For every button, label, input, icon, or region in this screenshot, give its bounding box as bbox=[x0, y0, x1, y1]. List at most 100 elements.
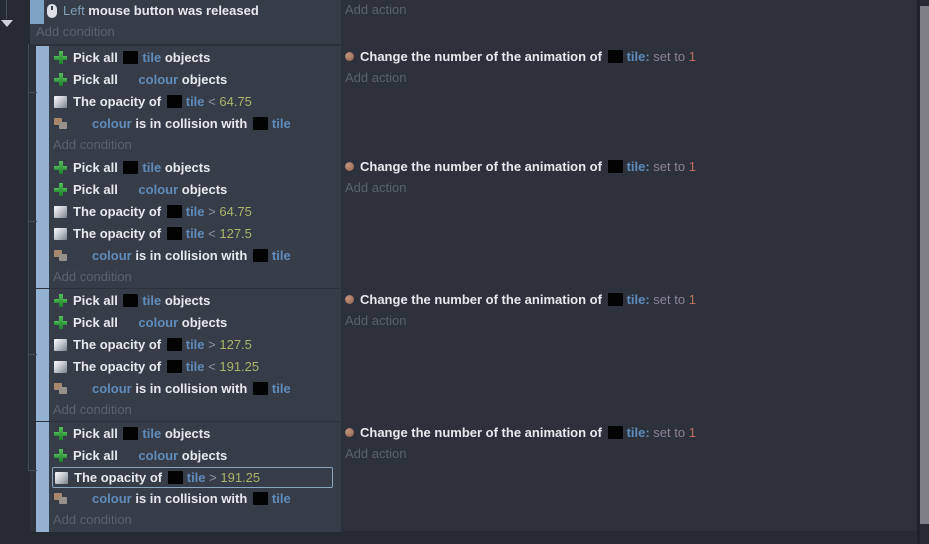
action-row[interactable]: Change the number of the animation of ti… bbox=[345, 422, 696, 444]
pick-objects-icon bbox=[54, 183, 67, 197]
object-name: tile bbox=[271, 491, 291, 506]
object-thumbnail bbox=[252, 382, 268, 395]
opacity-icon bbox=[54, 95, 67, 108]
sentence-text: Pick all bbox=[73, 72, 122, 87]
number-value: 127.5 bbox=[219, 226, 252, 241]
sub-event: Pick all tile objects Pick all colour obj… bbox=[36, 289, 341, 421]
condition-row[interactable]: Pick all colour objects bbox=[49, 69, 341, 91]
event-drag-handle[interactable] bbox=[30, 0, 44, 24]
condition-row[interactable]: Pick all tile objects bbox=[49, 423, 341, 445]
condition-row[interactable]: colour is in collision with tile bbox=[49, 378, 341, 400]
collision-icon bbox=[54, 382, 69, 395]
condition-row[interactable]: The opacity of tile > 64.75 bbox=[49, 201, 341, 223]
condition-row[interactable]: The opacity of tile < 127.5 bbox=[49, 223, 341, 245]
condition-row[interactable]: colour is in collision with tile bbox=[49, 488, 341, 510]
object-name: tile bbox=[185, 226, 205, 241]
condition-row[interactable]: Pick all colour objects bbox=[49, 179, 341, 201]
object-thumbnail bbox=[607, 160, 623, 173]
subevent-connector-tick bbox=[28, 470, 37, 471]
object-name: tile bbox=[271, 116, 291, 131]
conditions-cell: Pick all tile objects Pick all colour obj… bbox=[49, 289, 341, 421]
object-thumbnail bbox=[252, 117, 268, 130]
object-name: colour bbox=[138, 448, 179, 463]
scrollbar-thumb[interactable] bbox=[920, 6, 929, 524]
object-name: tile: bbox=[626, 292, 650, 307]
add-condition-link[interactable]: Add condition bbox=[53, 402, 132, 417]
sentence-text: objects bbox=[178, 448, 228, 463]
condition-text: mouse button was released bbox=[84, 3, 259, 18]
number-value: 64.75 bbox=[219, 204, 252, 219]
event-drag-handle[interactable] bbox=[36, 422, 49, 532]
pick-objects-icon bbox=[54, 161, 67, 175]
condition-row[interactable]: The opacity of tile < 64.75 bbox=[49, 91, 341, 113]
object-name: tile bbox=[142, 426, 162, 441]
condition-row[interactable]: Pick all tile objects bbox=[49, 157, 341, 179]
object-thumbnail bbox=[167, 471, 183, 484]
pick-objects-icon bbox=[54, 294, 67, 308]
object-thumbnail bbox=[607, 50, 623, 63]
object-name: tile bbox=[185, 337, 205, 352]
subevents-connector-line bbox=[28, 44, 29, 470]
value-text: 1 bbox=[688, 292, 696, 307]
comparison-operator: < bbox=[204, 226, 220, 241]
sentence-text: objects bbox=[161, 160, 211, 175]
sub-event: Pick all tile objects Pick all colour obj… bbox=[36, 156, 341, 288]
add-condition-link[interactable]: Add condition bbox=[53, 269, 132, 284]
pick-objects-icon bbox=[54, 316, 67, 330]
collision-icon bbox=[54, 492, 69, 505]
condition-row[interactable]: Pick all colour objects bbox=[49, 445, 341, 467]
sentence-text: objects bbox=[161, 50, 211, 65]
number-value: 64.75 bbox=[219, 94, 252, 109]
object-thumbnail bbox=[166, 227, 182, 240]
fold-event-arrow-icon[interactable] bbox=[1, 20, 13, 27]
object-name: tile bbox=[186, 470, 206, 485]
operator-text: set to bbox=[649, 292, 689, 307]
object-name: colour bbox=[138, 182, 179, 197]
add-action-link[interactable]: Add action bbox=[345, 180, 407, 195]
event-drag-handle[interactable] bbox=[36, 46, 49, 156]
object-thumbnail bbox=[123, 51, 139, 64]
sub-event: Pick all tile objects Pick all colour obj… bbox=[36, 46, 341, 156]
sentence-text: objects bbox=[178, 72, 228, 87]
sentence-text: Pick all bbox=[73, 160, 122, 175]
add-action-link[interactable]: Add action bbox=[345, 2, 407, 17]
sentence-text: The opacity of bbox=[73, 94, 165, 109]
add-condition-link[interactable]: Add condition bbox=[53, 512, 132, 527]
action-row[interactable]: Change the number of the animation of ti… bbox=[345, 46, 696, 68]
condition-row[interactable]: Pick all tile objects bbox=[49, 47, 341, 69]
add-action-link[interactable]: Add action bbox=[345, 313, 407, 328]
action-row[interactable]: Change the number of the animation of ti… bbox=[345, 289, 696, 311]
gutter-connector-line bbox=[6, 0, 7, 19]
comparison-operator: > bbox=[204, 204, 220, 219]
action-row[interactable]: Change the number of the animation of ti… bbox=[345, 156, 696, 178]
operator-text: set to bbox=[649, 159, 689, 174]
event-drag-handle[interactable] bbox=[36, 156, 49, 288]
actions-cell: Change the number of the animation of ti… bbox=[345, 46, 696, 88]
pick-objects-icon bbox=[54, 51, 67, 65]
operator-text: set to bbox=[649, 425, 689, 440]
object-thumbnail bbox=[607, 426, 623, 439]
add-condition-link[interactable]: Add condition bbox=[53, 137, 132, 152]
condition-row[interactable]: The opacity of tile < 191.25 bbox=[49, 356, 341, 378]
condition-row[interactable]: colour is in collision with tile bbox=[49, 245, 341, 267]
add-action-link[interactable]: Add action bbox=[345, 446, 407, 461]
condition-row[interactable]: The opacity of tile > 127.5 bbox=[49, 334, 341, 356]
condition-row[interactable]: Pick all tile objects bbox=[49, 290, 341, 312]
object-name: colour bbox=[138, 72, 179, 87]
event-drag-handle[interactable] bbox=[36, 289, 49, 421]
add-action-link[interactable]: Add action bbox=[345, 70, 407, 85]
comparison-operator: > bbox=[204, 337, 220, 352]
condition-row[interactable]: The opacity of tile > 191.25 bbox=[52, 467, 333, 488]
add-condition-link[interactable]: Add condition bbox=[36, 24, 115, 39]
sub-event: Pick all tile objects Pick all colour obj… bbox=[36, 422, 341, 532]
value-text: 1 bbox=[688, 49, 696, 64]
condition-row[interactable]: Pick all colour objects bbox=[49, 312, 341, 334]
pick-objects-icon bbox=[54, 73, 67, 87]
object-thumbnail bbox=[166, 205, 182, 218]
condition-row[interactable]: colour is in collision with tile bbox=[49, 113, 341, 135]
condition-row[interactable]: Left mouse button was released bbox=[47, 0, 259, 22]
sentence-text: Pick all bbox=[73, 182, 122, 197]
sentence-text: The opacity of bbox=[74, 470, 166, 485]
number-value: 191.25 bbox=[219, 359, 260, 374]
top-event-conditions-cell: Left mouse button was released Add condi… bbox=[30, 0, 341, 44]
